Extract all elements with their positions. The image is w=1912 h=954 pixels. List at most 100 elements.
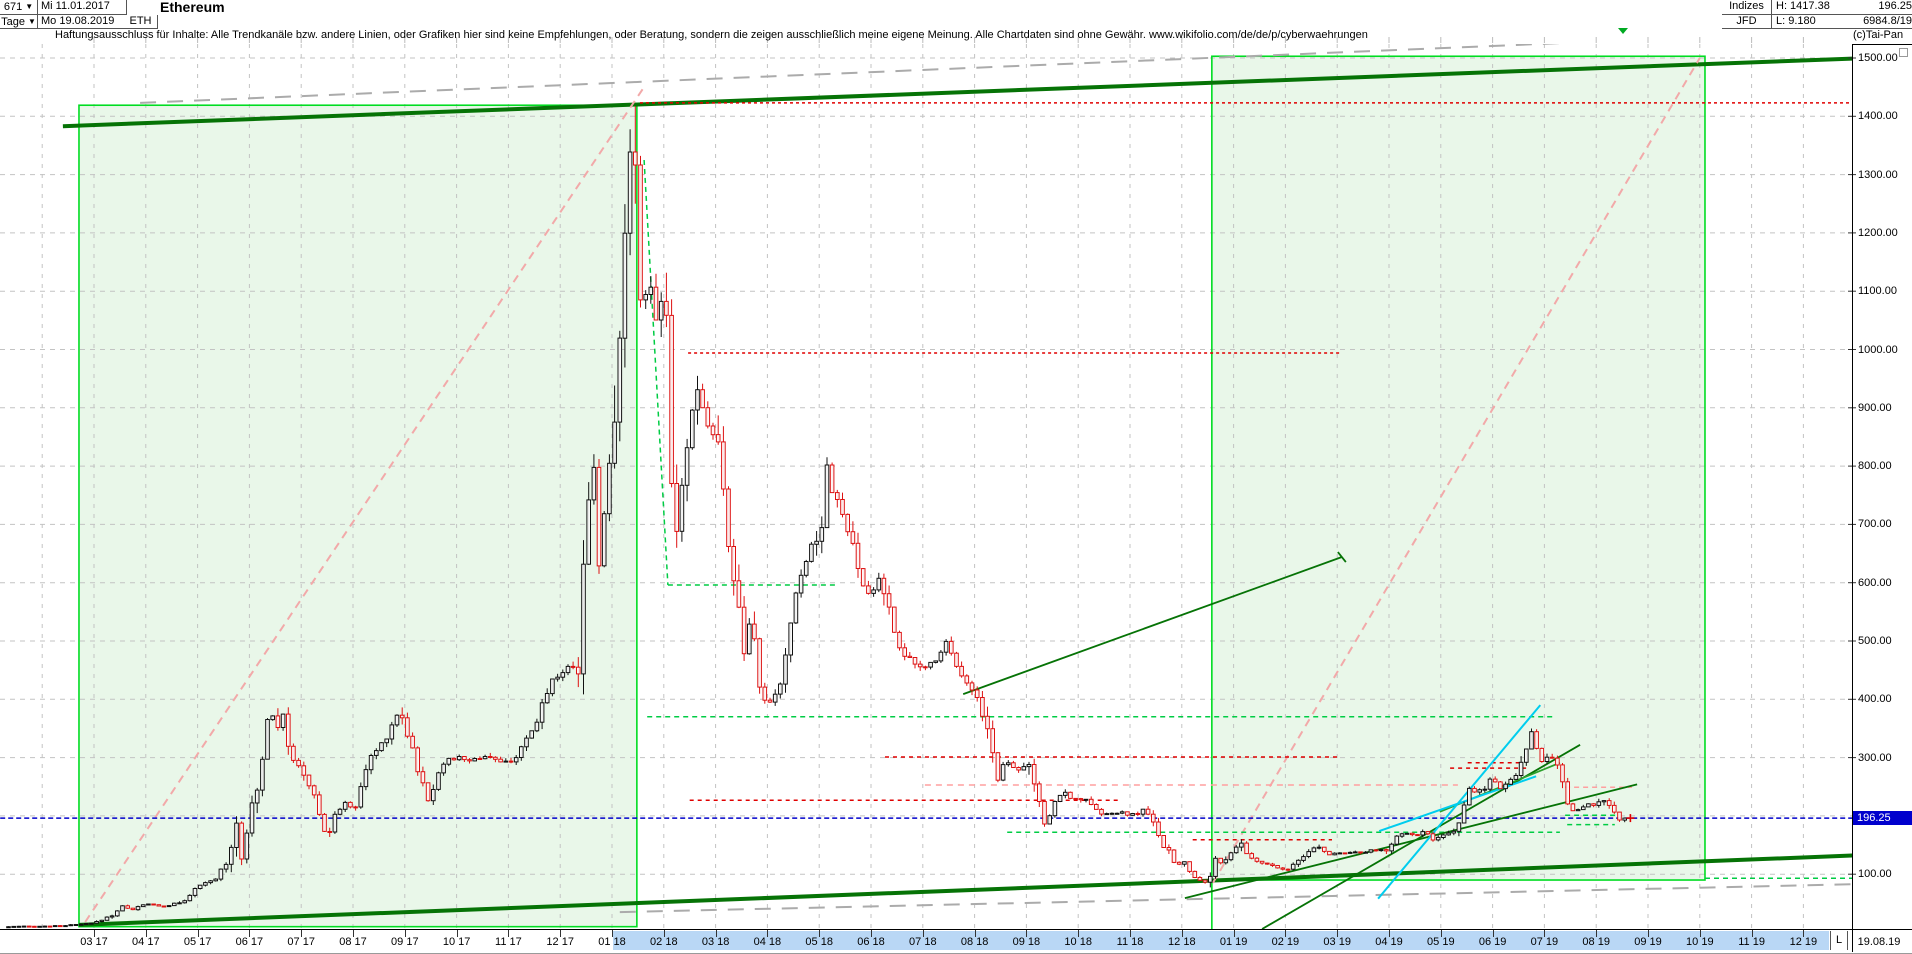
high-value: H: 1417.38 — [1772, 0, 1852, 15]
x-axis-tick — [94, 930, 95, 937]
y-axis-label: 500.00 — [1858, 635, 1910, 647]
x-axis-tick — [1233, 930, 1235, 937]
x-axis-tick — [871, 930, 872, 937]
x-axis-tick — [1699, 930, 1701, 937]
x-axis-label: 11 17 — [495, 936, 522, 948]
current-price-badge: 196.25 — [1853, 811, 1912, 826]
axis-divider — [1852, 44, 1853, 952]
x-axis-tick — [1440, 930, 1442, 937]
x-axis-tick — [353, 930, 354, 937]
x-axis-tick — [1078, 930, 1080, 937]
x-axis-tick — [1544, 930, 1546, 937]
x-axis-label: 10 19 — [1686, 936, 1714, 948]
x-axis-label: 07 17 — [287, 936, 315, 948]
x-axis-tick — [1337, 930, 1339, 937]
volume-date-value: 6984.8/19 — [1848, 15, 1912, 29]
x-axis-tick — [456, 930, 458, 937]
chevron-down-icon: ▼ — [28, 17, 36, 26]
low-value: L: 9.180 — [1772, 15, 1852, 29]
last-date-label: 19.08.19 — [1857, 936, 1901, 948]
y-axis-label: 1100.00 — [1858, 285, 1910, 298]
x-axis-label: 12 19 — [1789, 936, 1818, 948]
y-axis-label: 900.00 — [1858, 401, 1910, 414]
y-axis-label: 400.00 — [1858, 693, 1910, 706]
x-axis-tick — [508, 930, 510, 937]
x-axis-label: 10 18 — [1064, 936, 1092, 948]
feed-label: JFD — [1722, 15, 1772, 29]
x-axis-label: 02 18 — [650, 936, 678, 948]
x-axis-tick — [1181, 930, 1183, 937]
x-axis-tick — [1130, 930, 1131, 937]
x-axis-tick — [1751, 930, 1753, 937]
x-axis-label: 04 19 — [1375, 936, 1403, 948]
x-axis-label: 06 18 — [857, 936, 885, 948]
period-selector[interactable]: Tage ▼ — [0, 15, 38, 29]
y-axis-label: 1300.00 — [1858, 168, 1910, 181]
y-axis-label: 1000.00 — [1858, 343, 1910, 356]
x-axis-tick — [560, 930, 562, 937]
x-axis-highlight-band — [613, 931, 1829, 950]
x-axis-label: 07 18 — [909, 936, 937, 948]
x-axis-tick — [715, 930, 717, 937]
close-value: 196.25 — [1848, 0, 1912, 15]
start-date-field[interactable]: Mi 11.01.2017 — [38, 0, 127, 15]
y-axis-label: 1500.00 — [1858, 52, 1910, 64]
x-axis-label: 10 17 — [442, 936, 471, 948]
copyright-label: (c)Tai-Pan — [1853, 29, 1912, 45]
x-axis-label: 09 18 — [1012, 936, 1041, 948]
x-axis-tick — [301, 930, 303, 937]
x-axis-tick — [145, 930, 147, 937]
x-axis-label: 11 18 — [1116, 936, 1144, 948]
y-axis-label: 1200.00 — [1858, 226, 1910, 239]
x-axis-label: 08 19 — [1582, 936, 1610, 948]
x-axis-label: 12 17 — [546, 936, 574, 948]
x-axis-label: 05 19 — [1427, 936, 1455, 948]
last-bar-marker-icon — [1618, 28, 1629, 34]
x-axis-label: 08 18 — [960, 936, 989, 948]
y-axis-label: 700.00 — [1858, 518, 1910, 531]
resize-handle-icon[interactable] — [1899, 48, 1908, 57]
x-axis-tick — [1389, 930, 1390, 937]
x-axis-label: 07 19 — [1530, 936, 1559, 948]
bar-count-selector[interactable]: 671 ▼ — [0, 0, 38, 15]
y-axis-label: 1400.00 — [1858, 110, 1910, 123]
x-axis-label: 06 19 — [1478, 936, 1507, 948]
x-axis-tick — [249, 930, 251, 937]
x-axis-label: 08 17 — [339, 936, 367, 948]
indices-label: Indizes — [1722, 0, 1772, 15]
x-axis-tick — [197, 930, 199, 937]
x-axis-label: 04 18 — [753, 936, 782, 948]
x-axis-label: 03 17 — [80, 936, 108, 948]
x-axis-label: 09 19 — [1634, 936, 1662, 948]
chevron-down-icon: ▼ — [25, 2, 34, 11]
x-axis-label: 01 18 — [598, 936, 626, 948]
x-axis-tick — [819, 930, 821, 937]
x-axis-tick — [404, 930, 406, 937]
y-axis-label: 300.00 — [1858, 751, 1910, 764]
x-axis-label: 05 18 — [805, 936, 833, 948]
x-axis-label: 09 17 — [391, 936, 419, 948]
x-axis-label: 12 18 — [1168, 936, 1196, 948]
x-axis-tick — [1492, 930, 1494, 937]
x-axis-label: 04 17 — [132, 936, 160, 948]
x-axis-tick — [1596, 930, 1598, 937]
x-axis-tick — [612, 930, 613, 937]
last-label-prefix: L — [1830, 931, 1848, 950]
x-axis-label: 06 17 — [235, 936, 264, 948]
x-axis-label: 01 19 — [1219, 936, 1248, 948]
chart-title: Ethereum — [160, 0, 225, 15]
x-axis-tick — [1648, 930, 1649, 937]
symbol-field[interactable]: ETH — [124, 15, 158, 29]
y-axis-label: 800.00 — [1858, 460, 1910, 473]
x-axis-tick — [974, 930, 976, 937]
end-date-field[interactable]: Mo 19.08.2019 — [38, 15, 127, 29]
x-axis-tick — [767, 930, 769, 937]
x-axis-label: 03 19 — [1323, 936, 1351, 948]
x-axis-tick — [1285, 930, 1287, 937]
y-axis-label: 100.00 — [1858, 868, 1910, 881]
x-axis-tick — [922, 930, 924, 937]
x-axis-label: 05 17 — [183, 936, 212, 948]
x-axis-tick — [663, 930, 665, 937]
x-axis-tick — [1803, 930, 1805, 937]
